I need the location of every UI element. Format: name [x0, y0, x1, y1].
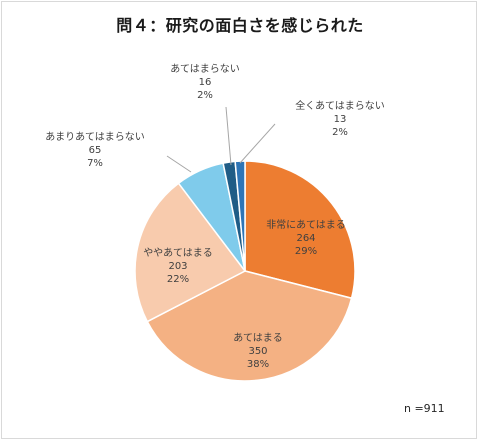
chart-title: 問４：研究の面白さを感じられた — [116, 16, 364, 35]
data-label-value-6: 13 — [334, 114, 347, 125]
data-label-percent-1: 29% — [295, 246, 317, 257]
data-label-percent-2: 38% — [247, 359, 269, 370]
data-label-value-4: 65 — [89, 145, 102, 156]
pie-slices — [134, 160, 356, 382]
leader-line-6 — [239, 123, 276, 164]
data-label-category-2: あてはまる — [233, 332, 283, 344]
data-label-percent-3: 22% — [167, 274, 189, 285]
pie-slice-3 — [134, 182, 247, 323]
leader-lines — [166, 106, 276, 173]
data-label-category-6: 全くあてはまらない — [295, 99, 385, 112]
data-label-percent-5: 2% — [197, 90, 213, 101]
pie-slice-1 — [244, 160, 356, 300]
pie-slice-6 — [234, 160, 246, 272]
data-label-value-3: 203 — [168, 261, 187, 272]
data-label-percent-6: 2% — [332, 127, 348, 138]
sample-size-note: n =911 — [404, 402, 445, 415]
data-label-category-5: あてはまらない — [170, 63, 240, 75]
pie-slice-2 — [146, 270, 353, 382]
data-label-category-3: ややあてはまる — [143, 247, 213, 259]
data-label-category-4: あまりあてはまらない — [45, 131, 145, 143]
leader-line-4 — [166, 155, 192, 173]
data-label-category-1: 非常にあてはまる — [266, 218, 346, 231]
data-label-value-2: 350 — [248, 346, 267, 357]
data-label-percent-4: 7% — [87, 158, 103, 169]
data-label-value-1: 264 — [296, 233, 315, 244]
data-labels: 非常にあてはまる 264 29% あてはまる 350 38% ややあてはまる 203 22% あま… — [45, 63, 385, 370]
data-label-value-5: 16 — [199, 77, 212, 88]
leader-line-5 — [225, 106, 232, 166]
